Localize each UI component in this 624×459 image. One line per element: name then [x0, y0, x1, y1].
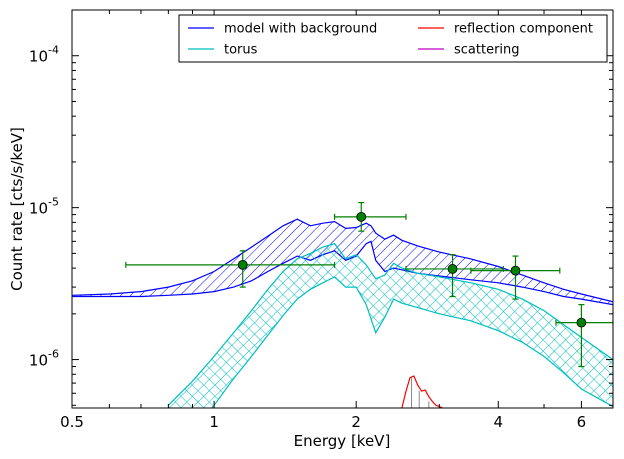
data-point-marker [237, 259, 248, 270]
data-point [555, 304, 613, 368]
data-point [470, 255, 561, 300]
data-point [333, 201, 407, 232]
legend-label: scattering [454, 43, 520, 58]
y-tick-label-exponent: -4 [48, 44, 59, 57]
x-tick-label: 4 [494, 413, 504, 431]
x-axis-label: Energy [keV] [294, 432, 391, 450]
y-tick-label-exponent: -5 [48, 196, 59, 209]
legend-box [178, 14, 608, 63]
legend-entry-reflection-component: reflection component [418, 22, 593, 37]
legend-label: reflection component [454, 22, 593, 37]
torus-lower-line [210, 276, 613, 408]
x-tick-label: 2 [351, 413, 361, 431]
legend: model with background reflection componen… [178, 14, 608, 63]
data-point-marker [447, 264, 458, 274]
y-tick-label-base: 10 [29, 48, 48, 66]
torus-band-fill [168, 243, 613, 408]
data-point-marker [356, 211, 367, 222]
axis-ticks: 0.5 1 2 4 610-610-510-4 [29, 10, 614, 431]
legend-entry-model-with-background: model with background [188, 22, 377, 37]
plot-frame [71, 9, 614, 409]
data-point-marker [576, 317, 587, 328]
y-tick-label-base: 10 [29, 200, 48, 218]
model-with-background-upper-line [72, 218, 613, 303]
legend-entry-scattering: scattering [418, 43, 520, 58]
x-tick-label: 0.5 [60, 413, 84, 431]
data-point [405, 254, 504, 298]
legend-label: model with background [224, 22, 377, 37]
y-axis-label: Count rate [cts/s/keV] [8, 127, 26, 291]
x-tick-label: 1 [209, 413, 219, 431]
data-point [125, 250, 336, 288]
y-tick-label-exponent: -6 [48, 348, 59, 361]
legend-entries: model with background reflection componen… [188, 22, 593, 58]
torus-upper-line [167, 242, 613, 406]
data-point-marker [510, 265, 521, 276]
reflection-component-line [401, 375, 443, 408]
y-tick-label-base: 10 [29, 352, 48, 370]
x-tick-label: 6 [577, 413, 587, 431]
legend-label: torus [224, 43, 258, 58]
model-with-background-band-fill [72, 219, 613, 305]
legend-entry-torus: torus [188, 43, 258, 58]
plot-content [72, 201, 613, 408]
